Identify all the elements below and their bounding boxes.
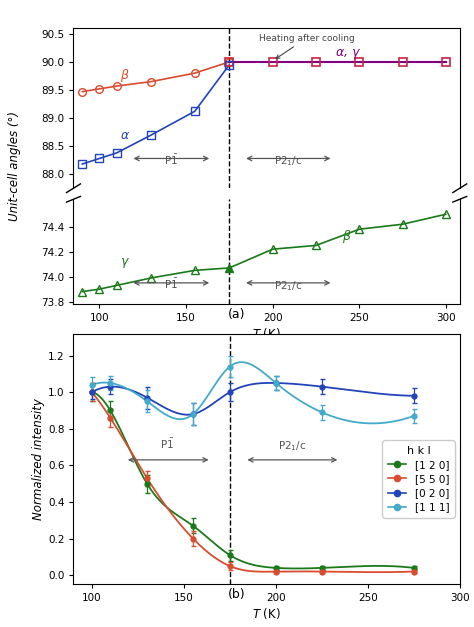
Text: P$\bar{1}$: P$\bar{1}$ — [164, 152, 177, 167]
Text: P$\bar{1}$: P$\bar{1}$ — [164, 277, 177, 291]
Text: (a): (a) — [228, 308, 246, 321]
Text: $\gamma$: $\gamma$ — [120, 256, 130, 270]
Text: Heating after cooling: Heating after cooling — [259, 34, 355, 58]
Legend: [1 2 0], [5 5 0], [0 2 0], [1 1 1]: [1 2 0], [5 5 0], [0 2 0], [1 1 1] — [383, 441, 455, 517]
Text: $\beta$: $\beta$ — [120, 66, 130, 84]
X-axis label: $T$ (K): $T$ (K) — [252, 606, 281, 621]
Text: P2$_1$/c: P2$_1$/c — [274, 279, 302, 293]
Text: $\alpha$: $\alpha$ — [120, 129, 130, 142]
Text: (b): (b) — [228, 588, 246, 601]
X-axis label: $T$ (K): $T$ (K) — [252, 326, 281, 341]
Y-axis label: Normalized intensity: Normalized intensity — [32, 398, 45, 520]
Text: P2$_1$/c: P2$_1$/c — [278, 439, 307, 453]
Text: $\beta$: $\beta$ — [342, 228, 352, 245]
Text: $\alpha$, $\gamma$: $\alpha$, $\gamma$ — [335, 47, 361, 61]
Text: P2$_1$/c: P2$_1$/c — [274, 155, 302, 169]
Text: P$\bar{1}$: P$\bar{1}$ — [160, 437, 174, 451]
Text: Unit-cell angles (°): Unit-cell angles (°) — [8, 111, 21, 221]
